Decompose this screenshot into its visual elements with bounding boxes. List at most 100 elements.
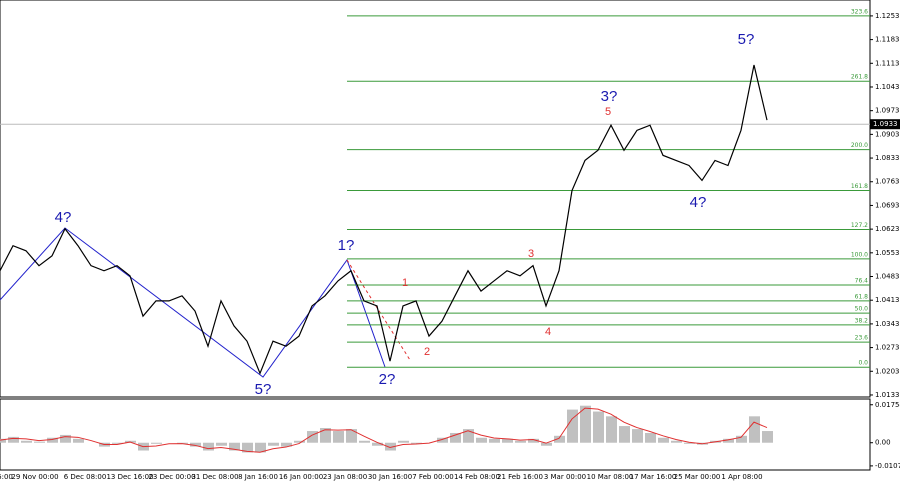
x-tick-label: 23 Dec 00:00 [148,473,195,481]
macd-bar [0,438,6,443]
macd-bar [658,437,669,443]
macd-bar [528,438,539,443]
y-tick-label: 0.01754 [875,401,900,409]
macd-bar [541,442,552,446]
wave-label: 1? [338,237,355,254]
main-panel [0,0,871,398]
y-tick-label: 1.1253 [875,12,900,20]
x-tick-label: 10 Mar 08:00 [587,473,634,481]
x-tick-label: 30 Jan 16:00 [368,473,412,481]
wave-label: 1 [402,277,408,289]
y-tick-label: 1.0693 [875,201,900,209]
macd-bar [515,440,526,443]
wave-lines [0,227,386,378]
x-tick-label: 23 Jan 08:00 [323,473,367,481]
x-tick-label: 6 Dec 08:00 [64,473,107,481]
macd-bar [411,442,422,444]
macd-bar [151,442,162,444]
macd-bar [489,438,500,443]
y-tick-label: 1.0763 [875,178,900,186]
macd-bar [567,409,578,443]
macd-bar [307,431,318,443]
macd-bar [359,440,370,443]
wave-label: 5? [738,31,755,48]
macd-bar [606,416,617,443]
fib-label: 261.8 [851,74,868,81]
fib-label: 127.2 [851,222,868,229]
wave-label: 3 [528,248,534,260]
y-tick-label: 1.1043 [875,83,900,91]
macd-bar [60,434,71,443]
current-price-label: 1.0933 [873,120,898,128]
macd-bar [450,432,461,443]
macd-bar [346,429,357,443]
y-tick-label: 1.0973 [875,107,900,115]
wave-label: 5? [255,381,272,398]
signal-line [0,407,768,453]
macd-bar [580,405,591,443]
wave-label: 5 [605,106,611,118]
fib-label: 76.4 [855,277,869,284]
wave-dashed [346,259,411,361]
macd-bar [8,436,19,443]
macd-bar [684,442,695,444]
y-tick-label: 1.1183 [875,36,900,44]
macd-bar [385,442,396,451]
macd-bar [216,442,227,446]
macd-bar [437,437,448,443]
macd-bar [749,416,760,443]
fib-label: 323.6 [851,8,868,15]
x-tick-label: 7 Feb 00:00 [412,473,453,481]
fib-label: 0.0 [858,360,868,367]
macd-bar [333,431,344,443]
x-tick-label: 14 Feb 08:00 [454,473,500,481]
x-tick-label: 21 Feb 16:00 [497,473,543,481]
macd-bar [723,438,734,443]
x-tick-label: 31 Dec 08:00 [191,473,238,481]
wave-label: 2 [424,346,430,358]
y-tick-label: -0.0107 [875,462,900,470]
y-tick-label: 1.0623 [875,225,900,233]
x-tick-label: 17 Mar 16:00 [630,473,677,481]
fib-label: 38.2 [855,317,869,324]
y-tick-label: 1.0903 [875,130,900,138]
macd-panel [0,398,871,471]
macd-bar [632,429,643,443]
macd-bar [398,440,409,443]
x-tick-label: 3 Mar 00:00 [544,473,586,481]
macd-bar [645,432,656,443]
macd-bar [229,442,240,451]
wave-label: 2? [379,371,396,388]
macd-bar [554,435,565,443]
fib-label: 23.6 [855,335,869,342]
macd-bar [593,411,604,443]
macd-bar [21,440,32,443]
fib-label: 200.0 [851,142,868,149]
macd-bar [268,442,279,446]
y-tick-label: 1.0133 [875,391,900,399]
y-tick-label: 1.0273 [875,344,900,352]
macd-bar [242,442,253,453]
macd-bar [463,429,474,443]
wave-label: 4? [55,209,72,226]
fib-label: 61.8 [855,293,869,300]
macd-bar [671,440,682,443]
macd-bar [73,438,84,443]
macd-bar [476,437,487,443]
macd-bar [190,442,201,447]
macd-bar [203,442,214,451]
macd-bar [281,442,292,447]
macd-bar [619,426,630,443]
macd-bar [502,438,513,443]
y-tick-label: 1.0343 [875,320,900,328]
y-tick-label: 1.0483 [875,273,900,281]
y-tick-label: 0.00 [875,439,891,447]
x-tick-label: 8 Jan 16:00 [238,473,278,481]
macd-bar [112,442,123,444]
macd-bar [34,441,45,443]
y-tick-label: 1.0413 [875,296,900,304]
macd-bar [372,442,383,446]
x-tick-label: 16 Jan 00:00 [279,473,323,481]
